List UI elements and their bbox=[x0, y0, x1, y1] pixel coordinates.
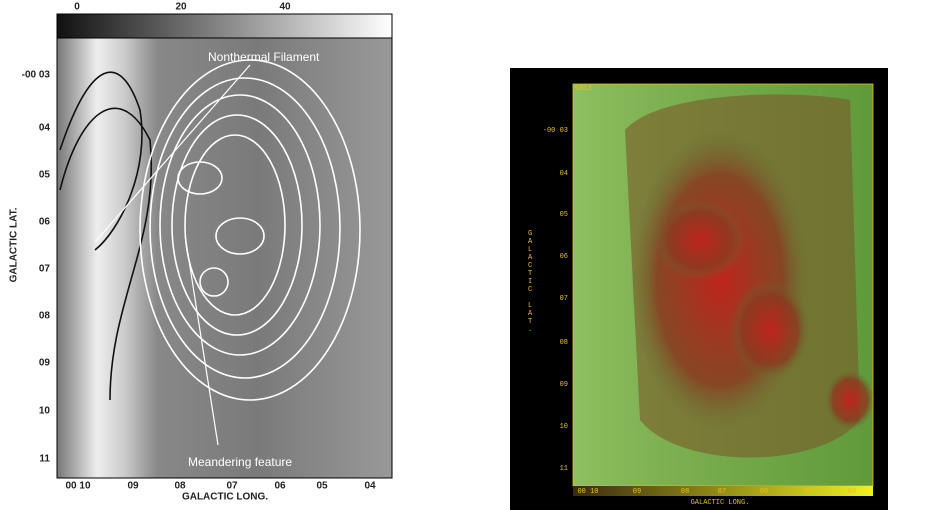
y-axis-label: GALACTIC LAT. bbox=[9, 207, 20, 282]
x-tick-label: 04 bbox=[848, 488, 856, 496]
x-tick-label: 00 10 bbox=[577, 488, 598, 496]
colorbar bbox=[56, 13, 393, 39]
x-tick-label: 09 bbox=[127, 481, 139, 492]
x-tick-label: 06 bbox=[760, 488, 768, 496]
colorbar-tick-label: 0 bbox=[74, 2, 80, 13]
x-axis-label: GALACTIC LONG. bbox=[182, 492, 268, 503]
y-tick-label: 11 bbox=[560, 465, 568, 473]
y-tick-label: 08 bbox=[39, 311, 51, 322]
y-tick-label: 05 bbox=[560, 211, 568, 219]
y-tick-label: 06 bbox=[560, 253, 568, 261]
y-tick-label: -00 03 bbox=[543, 127, 568, 135]
panel-tag: G013 bbox=[575, 85, 592, 93]
y-tick-label: 04 bbox=[39, 123, 51, 134]
y-tick-label: 08 bbox=[560, 339, 568, 347]
label-strip bbox=[573, 486, 873, 496]
x-tick-label: 08 bbox=[681, 488, 689, 496]
x-tick-label: 04 bbox=[364, 481, 376, 492]
y-tick-label: -00 03 bbox=[22, 70, 51, 81]
annotation: Meandering feature bbox=[188, 455, 292, 469]
x-tick-label: 00 10 bbox=[65, 481, 90, 492]
contours bbox=[59, 59, 361, 446]
y-tick-label: 07 bbox=[560, 295, 568, 303]
y-tick-label: 09 bbox=[560, 381, 568, 389]
y-tick-label: 11 bbox=[39, 454, 50, 465]
annotation: Nonthermal Filament bbox=[208, 50, 320, 64]
y-tick-label: 05 bbox=[39, 170, 51, 181]
y-axis-label: GALACTIC LAT. bbox=[526, 230, 534, 334]
grayscale-image bbox=[56, 37, 393, 479]
y-tick-label: 04 bbox=[560, 170, 568, 178]
red-emission bbox=[625, 94, 875, 458]
y-tick-label: 09 bbox=[39, 358, 51, 369]
x-axis-label: GALACTIC LONG. bbox=[691, 499, 750, 507]
y-tick-label: 07 bbox=[39, 264, 51, 275]
x-tick-label: 09 bbox=[633, 488, 641, 496]
x-tick-label: 07 bbox=[718, 488, 726, 496]
y-tick-label: 10 bbox=[560, 423, 568, 431]
x-tick-label: 05 bbox=[804, 488, 812, 496]
x-tick-label: 06 bbox=[274, 481, 286, 492]
colorbar-tick-label: 20 bbox=[175, 2, 187, 13]
x-tick-label: 08 bbox=[174, 481, 186, 492]
colorbar-tick-label: 40 bbox=[279, 2, 291, 13]
y-tick-label: 06 bbox=[39, 217, 51, 228]
x-tick-label: 05 bbox=[316, 481, 328, 492]
y-tick-label: 10 bbox=[39, 406, 51, 417]
x-tick-label: 07 bbox=[226, 481, 238, 492]
